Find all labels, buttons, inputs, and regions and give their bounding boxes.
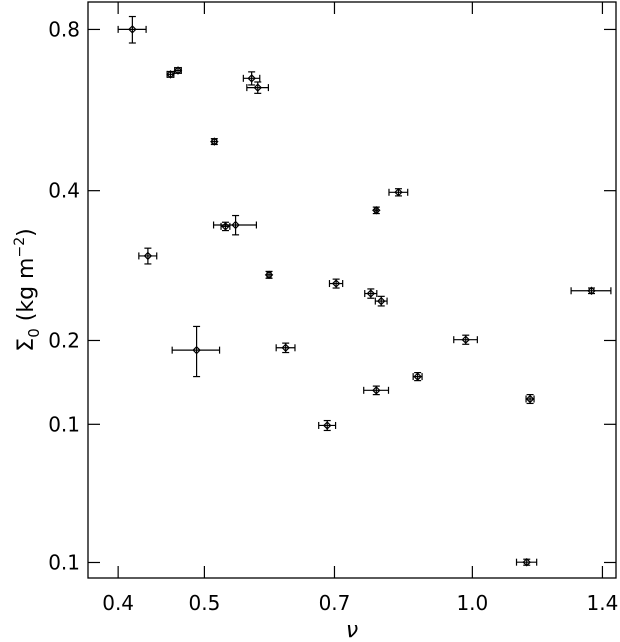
x-tick-label: 0.4	[102, 591, 134, 615]
x-tick-label: 1.0	[456, 591, 488, 615]
x-tick-label: 1.4	[587, 591, 619, 615]
diamond-marker	[372, 206, 381, 215]
data-point	[328, 278, 344, 289]
diamond-marker	[128, 25, 137, 34]
data-point	[515, 557, 538, 567]
data-point	[264, 270, 274, 280]
diamond-marker	[247, 74, 256, 83]
diamond-marker	[166, 70, 175, 79]
data-point	[570, 286, 612, 296]
data-point	[374, 295, 388, 307]
data-point	[388, 188, 409, 197]
diamond-marker	[210, 137, 219, 146]
y-tick-label: 0.8	[48, 17, 80, 41]
x-tick-label: 0.5	[188, 591, 220, 615]
data-point	[412, 372, 423, 382]
diamond-marker	[143, 251, 153, 261]
y-axis-label: Σ0 (kg m−2)	[12, 228, 43, 351]
axis-ticks	[88, 2, 616, 578]
diamond-marker	[192, 345, 201, 355]
data-point	[171, 325, 221, 378]
diamond-marker	[525, 394, 535, 404]
diamond-marker	[522, 557, 531, 567]
diamond-marker	[372, 386, 381, 395]
diamond-marker	[322, 421, 332, 430]
y-axis-label-units: (kg m	[14, 258, 39, 329]
data-point	[138, 247, 158, 265]
diamond-marker	[173, 66, 183, 75]
diamond-marker	[413, 372, 422, 381]
data-point	[372, 206, 381, 215]
diamond-marker	[331, 279, 341, 288]
data-point	[525, 394, 535, 405]
data-point	[212, 214, 258, 236]
x-tick-label: 0.7	[319, 591, 351, 615]
data-point	[363, 385, 390, 396]
y-axis-label-exponent: −2	[12, 237, 28, 258]
data-point	[220, 221, 231, 232]
x-axis-label: ν	[346, 618, 358, 642]
y-tick-label: 0.1	[48, 550, 80, 574]
diamond-marker	[461, 335, 470, 344]
diamond-marker	[231, 220, 240, 230]
y-tick-label: 0.4	[48, 179, 80, 203]
data-point	[117, 15, 147, 44]
axis-tick-labels: 0.4 0.5 0.7 1.0 1.4 0.1 0.1 0.2 0.4 0.8	[48, 17, 618, 615]
plot-frame	[87, 1, 617, 579]
y-axis-label-close: )	[14, 228, 39, 237]
data-point	[166, 70, 175, 79]
diamond-marker	[587, 286, 596, 296]
data-point	[173, 66, 183, 75]
diamond-marker	[253, 83, 263, 92]
data-point	[246, 81, 269, 94]
y-tick-label: 0.1	[48, 412, 80, 436]
data-point	[275, 342, 296, 354]
diamond-marker	[264, 270, 274, 280]
diamond-marker	[366, 289, 376, 298]
data-point	[453, 334, 478, 345]
data-point	[210, 137, 219, 146]
data-point	[318, 419, 337, 432]
y-tick-label: 0.2	[48, 328, 80, 352]
diamond-marker	[376, 296, 386, 306]
y-axis-label-symbol: Σ	[14, 338, 39, 352]
data-point	[364, 288, 378, 299]
diamond-marker	[394, 188, 403, 197]
y-axis-label-subscript: 0	[25, 328, 43, 338]
data-point	[242, 71, 261, 86]
data-points	[117, 15, 612, 567]
diamond-marker	[281, 343, 290, 353]
y-axis-label-group: Σ0 (kg m−2)	[12, 228, 43, 351]
